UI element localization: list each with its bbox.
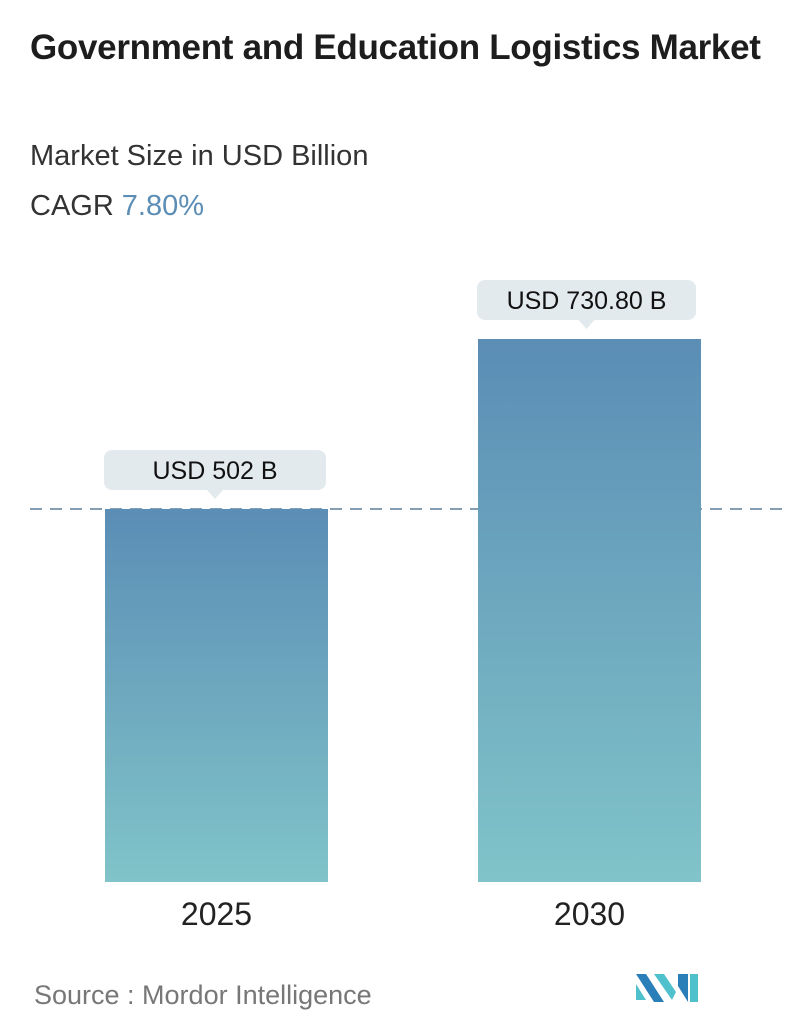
data-label: USD 502 B (152, 457, 277, 485)
chart-title: Government and Education Logistics Marke… (30, 28, 761, 67)
bar-2030 (478, 338, 701, 882)
data-label-box (477, 279, 696, 320)
data-label-pointer (578, 319, 595, 329)
cagr-value: 7.80% (121, 190, 205, 222)
cagr: CAGR 7.80% (30, 190, 204, 223)
data-label-pointer (207, 490, 223, 499)
source-text: Source : Mordor Intelligence (34, 980, 372, 1010)
mordor-logo (636, 974, 698, 1002)
data-label: USD 730.80 B (507, 287, 667, 315)
x-tick-label: 2025 (181, 896, 252, 932)
data-label-box (104, 450, 326, 490)
cagr-label: CAGR (30, 190, 114, 222)
bar-2025 (105, 509, 328, 882)
chart-subtitle: Market Size in USD Billion (30, 140, 369, 172)
x-tick-label: 2030 (554, 896, 625, 932)
